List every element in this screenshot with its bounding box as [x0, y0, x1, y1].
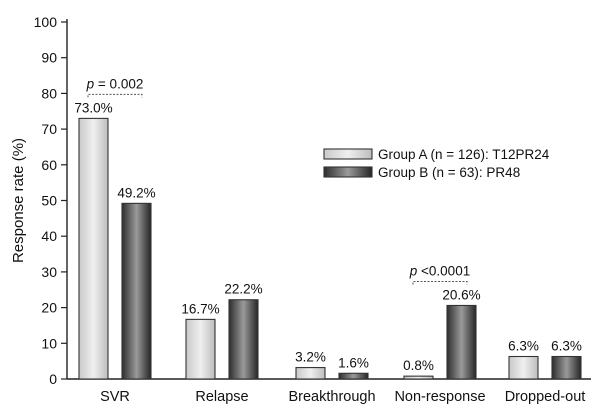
y-axis-title: Response rate (%) — [10, 138, 27, 263]
y-tick-label: 30 — [41, 264, 57, 280]
bar-group-b — [228, 299, 259, 380]
x-tick-label: SVR — [100, 389, 130, 405]
y-tick-label: 10 — [41, 335, 57, 351]
significance-annotations: p = 0.002 p <0.0001 — [86, 76, 470, 285]
x-tick-label: Dropped-out — [505, 389, 586, 405]
data-label: 22.2% — [224, 282, 262, 297]
data-labels: 73.0% 49.2% SVR 16.7% 22.2% Relapse 3.2% 1.6% Br… — [74, 100, 585, 405]
significance-bracket — [412, 280, 468, 285]
data-label: 49.2% — [117, 185, 155, 200]
bar-group-b — [338, 372, 369, 380]
bar-group-a — [508, 355, 539, 380]
x-tick-label: Relapse — [195, 389, 248, 405]
data-label: 3.2% — [295, 350, 326, 365]
y-tick-label: 100 — [34, 14, 58, 30]
data-label: 1.6% — [338, 355, 369, 370]
y-tick-label: 50 — [41, 193, 57, 209]
bar-group-b — [551, 355, 582, 380]
y-tick-label: 90 — [41, 50, 57, 66]
bar-group-b — [446, 304, 477, 380]
p-value-label: p = 0.002 — [86, 76, 144, 91]
data-label: 0.8% — [403, 358, 434, 373]
y-tick-label: 20 — [41, 300, 57, 316]
axes: 0 10 20 30 40 50 60 70 80 90 100 Response rate (%) — [10, 14, 591, 387]
bar-group-b — [121, 202, 152, 380]
x-tick-label: Non-response — [394, 389, 485, 405]
bar-group-a — [185, 318, 216, 380]
data-label: 16.7% — [181, 301, 219, 316]
data-label: 6.3% — [508, 339, 539, 354]
legend-label: Group B (n = 63): PR48 — [378, 165, 520, 180]
data-label: 6.3% — [551, 339, 582, 354]
y-tick-label: 60 — [41, 157, 57, 173]
significance-bracket — [87, 93, 143, 98]
y-tick-label: 70 — [41, 121, 57, 137]
legend-label: Group A (n = 126): T12PR24 — [378, 147, 550, 162]
data-label: 20.6% — [442, 287, 480, 302]
legend: Group A (n = 126): T12PR24 Group B (n = 6… — [323, 147, 550, 180]
legend-swatch — [323, 166, 373, 178]
x-tick-label: Breakthrough — [288, 389, 375, 405]
p-value-label: p <0.0001 — [409, 263, 470, 278]
legend-swatch — [323, 148, 373, 160]
bar-group-a — [78, 117, 109, 380]
bar-group-a — [403, 375, 434, 380]
y-tick-label: 0 — [49, 371, 57, 387]
bars — [78, 117, 582, 380]
data-label: 73.0% — [74, 100, 112, 115]
bar-group-a — [295, 367, 326, 380]
y-tick-label: 80 — [41, 85, 57, 101]
y-tick-label: 40 — [41, 228, 57, 244]
